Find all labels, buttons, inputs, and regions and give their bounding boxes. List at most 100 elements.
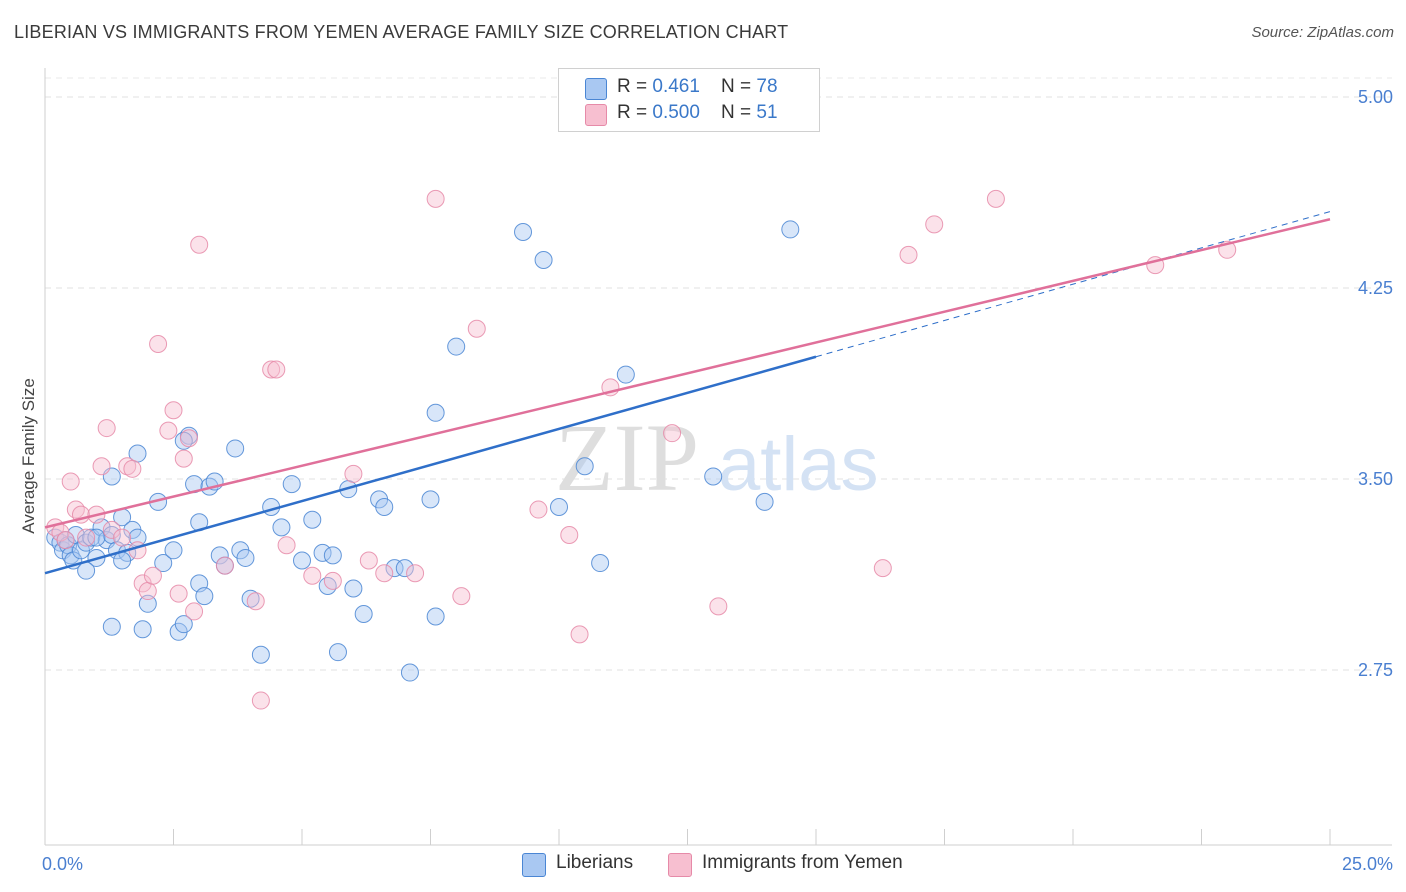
point-yemen xyxy=(986,189,1005,208)
point-yemen xyxy=(164,401,183,420)
point-liberians xyxy=(514,222,533,241)
point-yemen xyxy=(159,421,178,440)
point-yemen xyxy=(452,587,471,606)
point-liberians xyxy=(426,607,445,626)
point-yemen xyxy=(97,419,116,438)
point-liberians xyxy=(755,492,774,511)
point-liberians xyxy=(77,561,96,580)
point-liberians xyxy=(328,643,347,662)
bottom-legend-swatch-yemen xyxy=(668,853,692,877)
x-tick-label-min: 0.0% xyxy=(42,854,83,874)
point-yemen xyxy=(66,500,85,519)
point-yemen xyxy=(251,691,270,710)
trend-line-yemen xyxy=(44,218,1331,529)
watermark-zip: ZIP xyxy=(555,404,699,511)
point-liberians xyxy=(426,403,445,422)
point-liberians xyxy=(575,457,594,476)
y-axis-title: Average Family Size xyxy=(19,378,38,534)
bottom-legend-label-yemen: Immigrants from Yemen xyxy=(702,852,903,873)
point-yemen xyxy=(873,559,892,578)
point-liberians xyxy=(195,587,214,606)
legend: R = 0.461 N = 78 R = 0.500 N = 51 xyxy=(558,68,820,132)
point-yemen xyxy=(118,457,137,476)
point-liberians xyxy=(704,467,723,486)
point-yemen xyxy=(190,235,209,254)
watermark: ZIP atlas xyxy=(555,404,879,511)
tick-labels: 2.75 3.50 4.25 5.00 0.0% 25.0% xyxy=(42,87,1393,874)
point-yemen xyxy=(899,245,918,264)
point-yemen xyxy=(123,459,142,478)
chart-title: LIBERIAN VS IMMIGRANTS FROM YEMEN AVERAG… xyxy=(14,22,789,42)
data-points xyxy=(46,189,1237,710)
point-yemen xyxy=(467,319,486,338)
point-liberians xyxy=(400,663,419,682)
point-yemen xyxy=(215,556,234,575)
point-yemen xyxy=(925,215,944,234)
point-yemen xyxy=(149,335,168,354)
y-tick-label: 3.50 xyxy=(1358,469,1393,489)
point-liberians xyxy=(77,533,96,552)
point-liberians xyxy=(375,498,394,517)
point-liberians xyxy=(550,498,568,517)
point-liberians xyxy=(133,620,152,639)
point-yemen xyxy=(267,360,286,379)
point-liberians xyxy=(236,548,255,567)
point-liberians xyxy=(354,604,373,623)
point-yemen xyxy=(406,564,425,583)
point-yemen xyxy=(529,500,548,519)
x-tick-label-max: 25.0% xyxy=(1342,854,1393,874)
point-liberians xyxy=(174,615,193,634)
point-yemen xyxy=(663,424,682,443)
point-liberians xyxy=(87,528,106,547)
point-liberians xyxy=(318,576,337,595)
point-yemen xyxy=(113,528,132,547)
point-liberians xyxy=(395,559,414,578)
point-liberians xyxy=(293,551,311,570)
point-yemen xyxy=(138,582,157,601)
trend-line-liberians xyxy=(44,355,817,575)
point-liberians xyxy=(210,546,229,565)
point-liberians xyxy=(282,475,301,494)
trend-extension-liberians xyxy=(815,211,1331,358)
point-yemen xyxy=(344,464,363,483)
point-yemen xyxy=(709,597,728,616)
bottom-legend-label-liberians: Liberians xyxy=(556,852,634,873)
point-yemen xyxy=(323,571,342,590)
legend-swatch-yemen xyxy=(585,104,607,126)
point-liberians xyxy=(251,645,270,664)
point-yemen xyxy=(359,551,378,570)
gridlines xyxy=(45,77,1392,671)
point-liberians xyxy=(241,589,260,608)
point-liberians xyxy=(534,250,553,269)
y-tick-label: 4.25 xyxy=(1358,278,1393,298)
bottom-legend-swatch-liberians xyxy=(522,853,546,877)
point-yemen xyxy=(426,189,445,208)
point-yemen xyxy=(560,526,579,545)
legend-swatch-liberians xyxy=(585,78,607,100)
point-liberians xyxy=(421,490,440,509)
point-yemen xyxy=(262,360,281,379)
y-tick-label: 2.75 xyxy=(1358,660,1393,680)
point-liberians xyxy=(164,541,183,560)
point-liberians xyxy=(616,365,635,384)
legend-stats-liberians: R = 0.461 N = 78 xyxy=(617,76,778,97)
point-liberians xyxy=(303,510,322,529)
point-yemen xyxy=(56,531,75,550)
point-yemen xyxy=(185,602,204,621)
point-yemen xyxy=(303,566,322,585)
point-liberians xyxy=(138,594,157,613)
trend-lines xyxy=(44,211,1331,575)
axes xyxy=(44,68,1392,846)
point-liberians xyxy=(447,337,466,356)
point-liberians xyxy=(591,554,610,573)
point-yemen xyxy=(61,472,80,491)
point-yemen xyxy=(102,520,121,539)
point-liberians xyxy=(102,617,121,636)
point-yemen xyxy=(570,625,589,644)
source-label: Source: ZipAtlas.com xyxy=(1251,24,1394,41)
point-liberians xyxy=(313,543,332,562)
point-yemen xyxy=(174,449,193,468)
watermark-atlas: atlas xyxy=(718,422,879,507)
point-yemen xyxy=(277,536,296,555)
point-liberians xyxy=(154,554,173,573)
